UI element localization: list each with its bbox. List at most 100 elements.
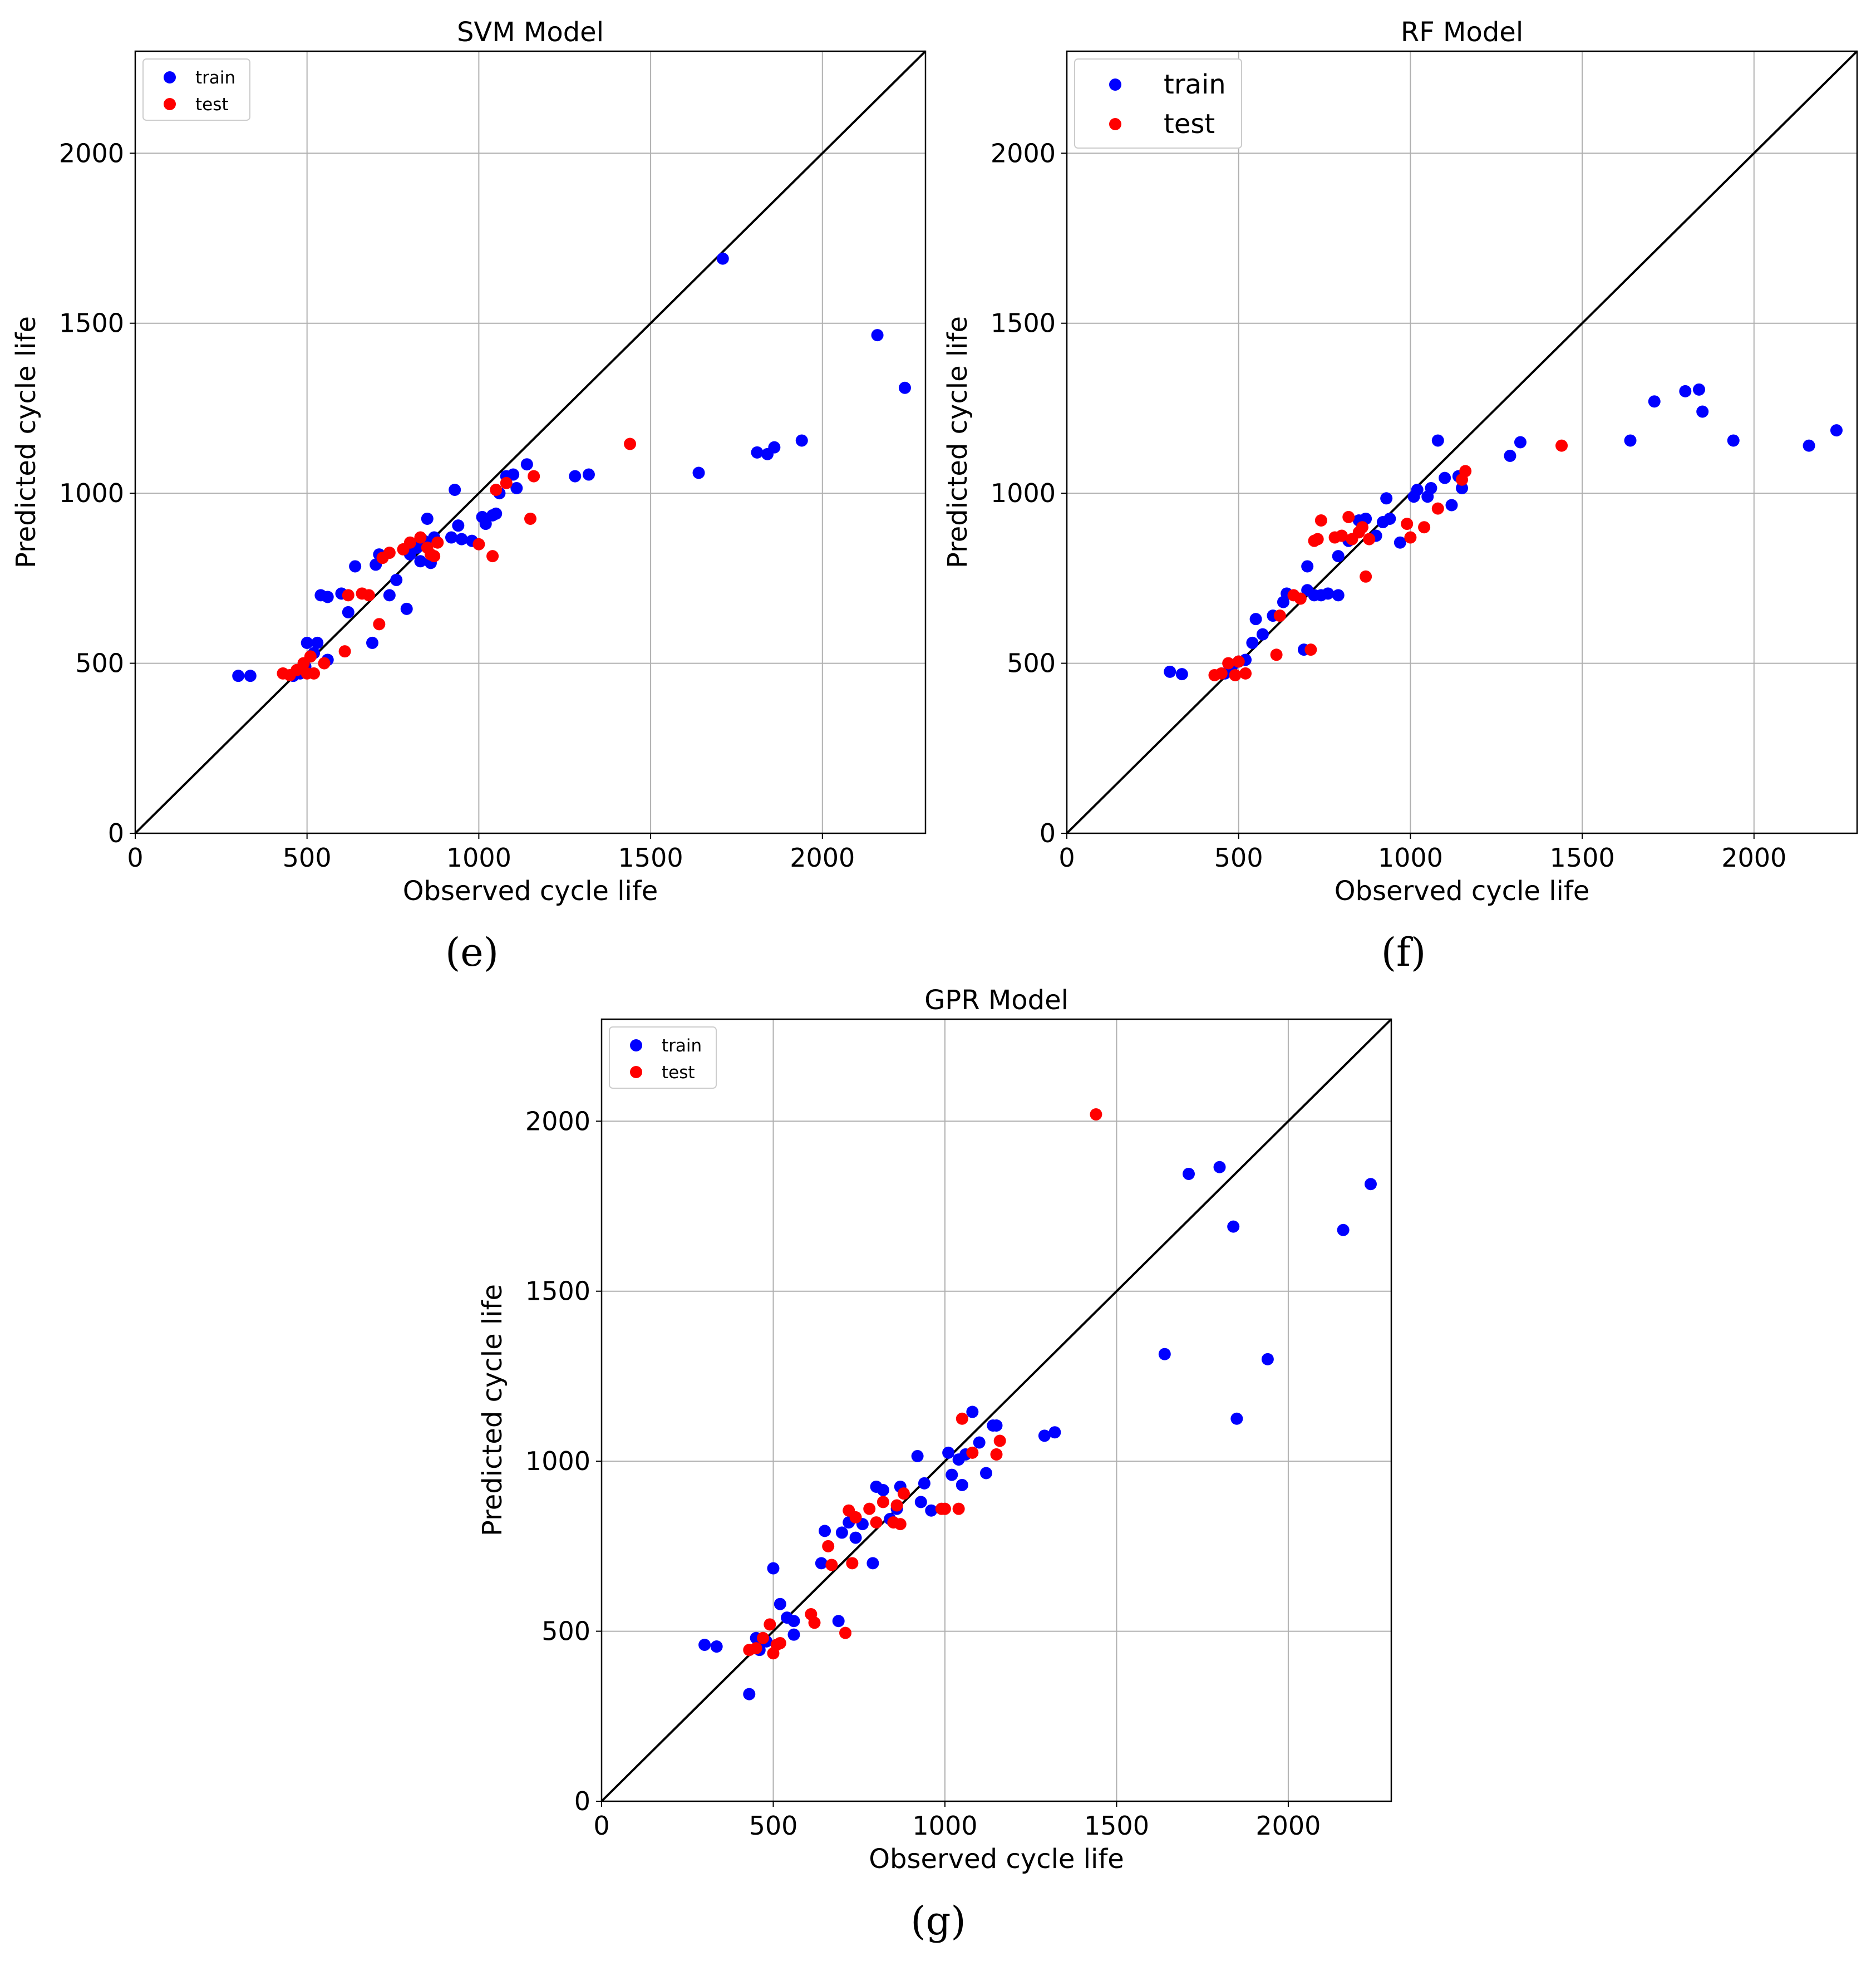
test-point (472, 538, 485, 551)
train-point (767, 1562, 780, 1575)
train-point (1504, 449, 1516, 462)
x-tick-label: 500 (749, 1811, 798, 1841)
test-point (1273, 610, 1286, 622)
train-point (311, 636, 324, 649)
train-point (787, 1628, 800, 1641)
train-point (1439, 471, 1451, 484)
test-point (1356, 521, 1368, 534)
train-point (1322, 587, 1335, 600)
chart-title: SVM Model (457, 17, 604, 48)
test-point (750, 1642, 762, 1655)
test-point (308, 667, 321, 680)
y-tick-label: 500 (541, 1616, 590, 1646)
train-point (507, 468, 520, 481)
train-point (1261, 1353, 1274, 1365)
y-tick-label: 2000 (59, 138, 124, 168)
test-point (362, 589, 375, 602)
train-point (1175, 668, 1188, 681)
train-point (1648, 395, 1661, 408)
test-point (1401, 518, 1414, 530)
legend-test-label: test (195, 95, 229, 115)
train-point (942, 1446, 955, 1459)
test-point (1314, 514, 1327, 527)
test-point (1222, 657, 1235, 670)
train-point (1411, 484, 1424, 497)
y-axis-label: Predicted cycle life (942, 316, 973, 568)
train-point (866, 1557, 879, 1570)
train-point (710, 1640, 723, 1653)
test-point (938, 1502, 951, 1515)
train-point (1230, 1412, 1243, 1425)
train-point (1182, 1167, 1195, 1180)
train-point (445, 531, 457, 544)
plot-area: 0 500 1000 1500 2000 0 500 1000 1500 2000 (991, 50, 1858, 873)
plot-frame (1066, 50, 1858, 834)
train-point (1696, 405, 1709, 418)
train-point (1213, 1161, 1226, 1173)
train-point (1456, 481, 1468, 494)
test-point (342, 589, 354, 602)
x-tick-label: 1000 (446, 843, 511, 873)
series-train (232, 252, 911, 682)
test-point (1294, 592, 1307, 605)
train-point (1727, 434, 1740, 447)
x-tick-label: 1000 (1378, 843, 1443, 873)
train-point (1246, 636, 1259, 649)
identity-line (134, 50, 927, 834)
y-tick-label: 0 (108, 818, 124, 848)
train-point (510, 481, 523, 494)
train-point (1364, 1178, 1377, 1191)
test-point (528, 470, 540, 483)
legend-train-marker (164, 71, 176, 83)
train-point (815, 1557, 828, 1570)
chart-title: RF Model (1401, 17, 1523, 48)
train-point (1158, 1348, 1171, 1360)
legend-test-marker (1109, 118, 1121, 130)
train-point (787, 1615, 800, 1628)
test-point (373, 618, 386, 631)
train-point (582, 468, 595, 481)
series-test (277, 438, 637, 681)
test-point (1404, 531, 1417, 544)
y-axis-label: Predicted cycle life (477, 1284, 508, 1536)
y-tick-label: 1500 (525, 1276, 590, 1306)
train-point (1380, 492, 1393, 505)
train-point (452, 519, 465, 532)
train-point (1679, 385, 1692, 397)
x-tick-label: 1500 (1084, 1811, 1149, 1841)
y-tick-label: 1500 (991, 308, 1056, 338)
x-tick-label: 2000 (1721, 843, 1786, 873)
train-point (946, 1468, 958, 1481)
legend-train-marker (630, 1039, 642, 1051)
train-point (795, 434, 808, 447)
panel-caption: (g) (910, 1898, 966, 1944)
train-point (400, 602, 413, 615)
y-tick-label: 2000 (991, 138, 1056, 168)
plot-area: 0 500 1000 1500 2000 0 500 1000 1500 2000 (525, 1018, 1392, 1841)
test-point (1431, 502, 1444, 515)
test-point (894, 1518, 907, 1531)
test-point (1342, 510, 1355, 523)
svm-model-panel: 0 500 1000 1500 2000 0 500 1000 1500 2000 SVM Mod… (11, 17, 927, 975)
test-point (1270, 648, 1283, 661)
test-point (1090, 1108, 1102, 1121)
test-point (524, 512, 536, 525)
test-point (990, 1448, 1003, 1461)
train-point (449, 484, 461, 497)
test-point (808, 1616, 821, 1629)
train-point (819, 1525, 831, 1537)
test-point (414, 531, 427, 544)
test-point (1459, 465, 1472, 478)
test-point (839, 1626, 852, 1639)
test-point (1304, 643, 1317, 656)
train-point (1164, 665, 1176, 678)
train-point (569, 470, 582, 483)
legend-test-marker (630, 1066, 642, 1078)
identity-line (1066, 50, 1858, 834)
train-point (1038, 1429, 1051, 1442)
train-point (966, 1405, 979, 1418)
test-point (825, 1559, 838, 1571)
train-point (925, 1504, 938, 1517)
train-point (1256, 628, 1269, 641)
